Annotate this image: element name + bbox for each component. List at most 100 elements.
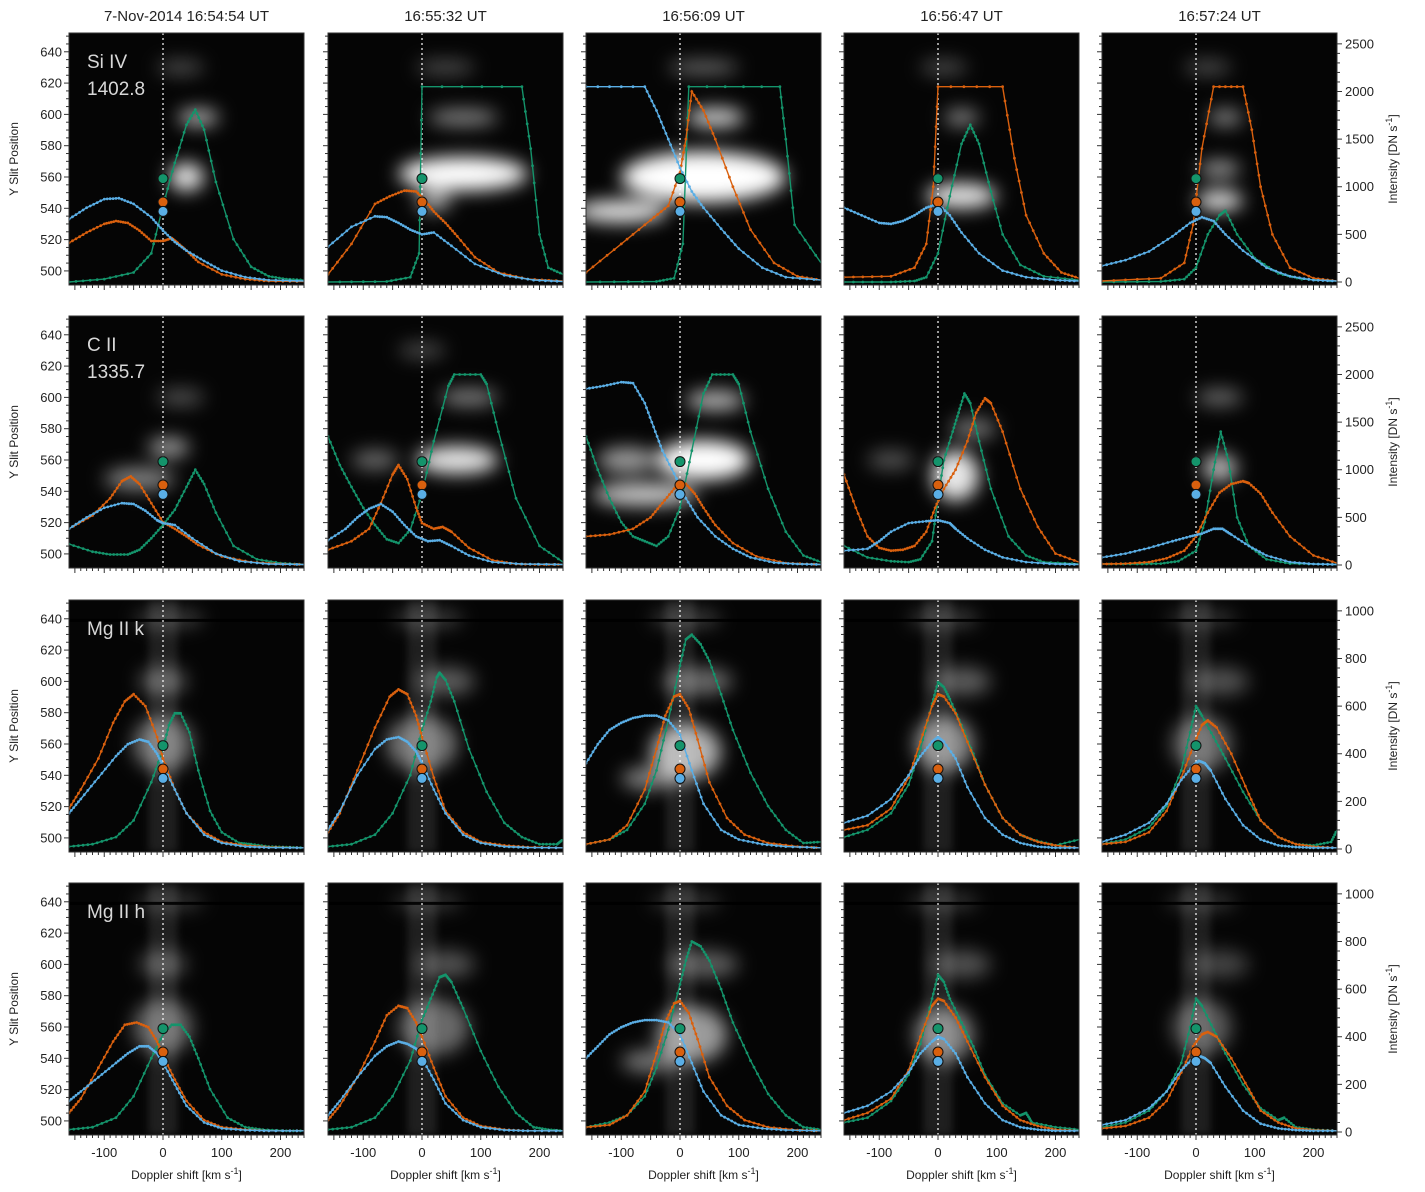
data-point [731,541,735,545]
data-point [1228,470,1232,473]
data-point [1145,562,1149,566]
data-point [1280,837,1284,840]
data-point [168,1074,172,1078]
data-point [361,280,365,284]
data-point [1235,516,1239,519]
data-point [500,85,504,89]
data-point [488,796,492,800]
y-tick-label: 640 [40,44,62,59]
data-point [752,836,756,840]
data-point [381,504,385,507]
data-point [81,208,85,212]
data-point [1227,484,1231,488]
data-point [1305,846,1308,849]
data-point [132,1021,136,1025]
data-point [81,547,85,550]
data-point [987,790,990,793]
data-point [1293,561,1297,564]
data-point [1209,528,1213,532]
data-point [232,237,235,241]
y-tick-label: 540 [40,484,62,499]
data-point [944,690,948,694]
data-point [102,222,106,226]
data-point [196,260,200,264]
series-points-green [844,123,1074,284]
data-point [896,548,900,552]
data-point [168,778,172,782]
data-point [94,550,98,554]
data-point [1070,274,1074,278]
slit-marker-green [674,173,686,185]
data-point [491,560,494,564]
data-point [812,278,816,281]
data-point [685,472,689,475]
data-point [793,223,796,227]
data-point [144,1024,148,1028]
data-point [959,403,963,407]
data-point [775,844,778,848]
emission-blob [685,390,745,411]
data-point [477,556,480,560]
data-point [920,209,923,213]
data-point [711,520,715,523]
data-point [1124,258,1127,262]
data-point [658,504,662,508]
data-point [665,278,669,281]
data-point [847,834,851,838]
data-point [1215,495,1219,498]
data-point [1251,546,1254,550]
data-point [605,731,609,735]
data-point [401,789,405,792]
data-point [86,548,90,552]
data-point [690,190,694,193]
data-point [973,416,976,420]
data-point [1265,266,1268,270]
data-point [1316,555,1320,559]
data-point [956,529,960,533]
data-point [536,215,540,219]
data-point [713,137,717,141]
data-point [370,734,373,738]
data-point [472,838,476,842]
data-point [908,279,912,283]
data-point [1204,239,1207,243]
data-point [359,768,363,772]
data-point [86,1126,90,1130]
data-point [74,237,78,241]
data-point [929,266,933,270]
data-point [982,255,986,259]
data-point [79,797,83,801]
data-point [980,152,983,155]
data-point [956,462,960,466]
data-point [860,213,863,217]
data-point [595,385,598,389]
slit-marker-green [1190,173,1202,185]
data-point [921,738,925,742]
data-point [459,239,463,242]
data-point [139,1079,143,1083]
data-point [485,382,488,386]
data-point [961,138,965,142]
data-point [1227,236,1231,240]
data-point [650,714,654,717]
data-point [119,553,123,556]
data-point [1174,538,1178,542]
data-point [924,519,928,523]
data-point [128,1050,132,1054]
data-point [171,238,174,242]
data-point [405,477,409,481]
data-point [1028,221,1032,225]
data-point [430,526,433,530]
data-point [119,1057,123,1061]
data-point [956,762,960,766]
slit-marker-green [416,456,428,468]
data-point [1133,833,1137,837]
data-point [1281,253,1285,256]
data-point [453,546,457,550]
data-point [1196,732,1200,736]
panel-r1-c3 [839,315,1080,573]
data-point [223,833,227,836]
data-point [1207,529,1211,533]
data-point [395,515,399,519]
data-point [206,1120,210,1123]
